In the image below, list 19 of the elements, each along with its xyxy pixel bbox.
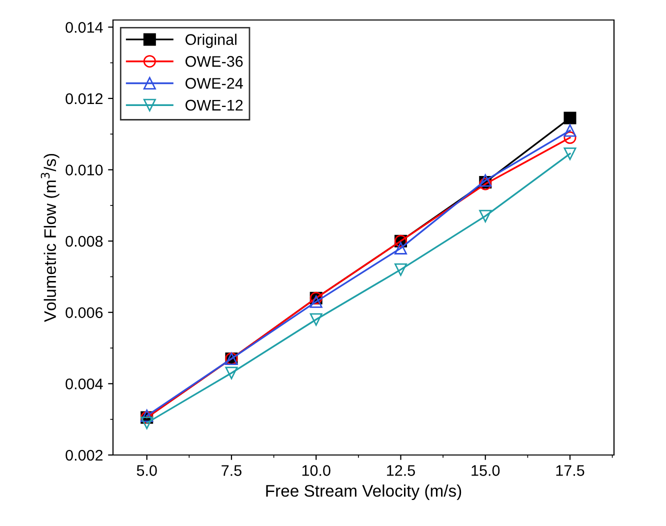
y-tick-label: 0.010 <box>66 164 103 176</box>
x-tick-label: 15.0 <box>472 465 500 476</box>
y-tick-label: 0.006 <box>66 307 103 318</box>
legend-label: OWE-24 <box>186 78 243 89</box>
legend-label: Original <box>186 34 236 48</box>
legend-label: OWE-12 <box>186 100 243 111</box>
y-axis-title: Volumetric Flow (m$^{3}$/s) <box>40 154 60 322</box>
legend-label: OWE-36 <box>186 56 243 67</box>
x-tick-label: 10.0 <box>302 465 330 476</box>
y-tick-label: 0.012 <box>66 93 103 104</box>
y-tick-label: 0.014 <box>66 22 103 33</box>
y-tick-label: 0.002 <box>66 450 103 461</box>
y-tick-label: 0.004 <box>66 378 103 390</box>
x-axis-title: Free Stream Velocity (m/s) <box>266 484 462 500</box>
x-tick-label: 7.5 <box>222 465 242 476</box>
x-tick-label: 12.5 <box>387 465 415 476</box>
x-tick-label: 5.0 <box>136 465 157 476</box>
y-tick-label: 0.008 <box>66 236 103 247</box>
x-tick-label: 17.5 <box>556 465 584 476</box>
